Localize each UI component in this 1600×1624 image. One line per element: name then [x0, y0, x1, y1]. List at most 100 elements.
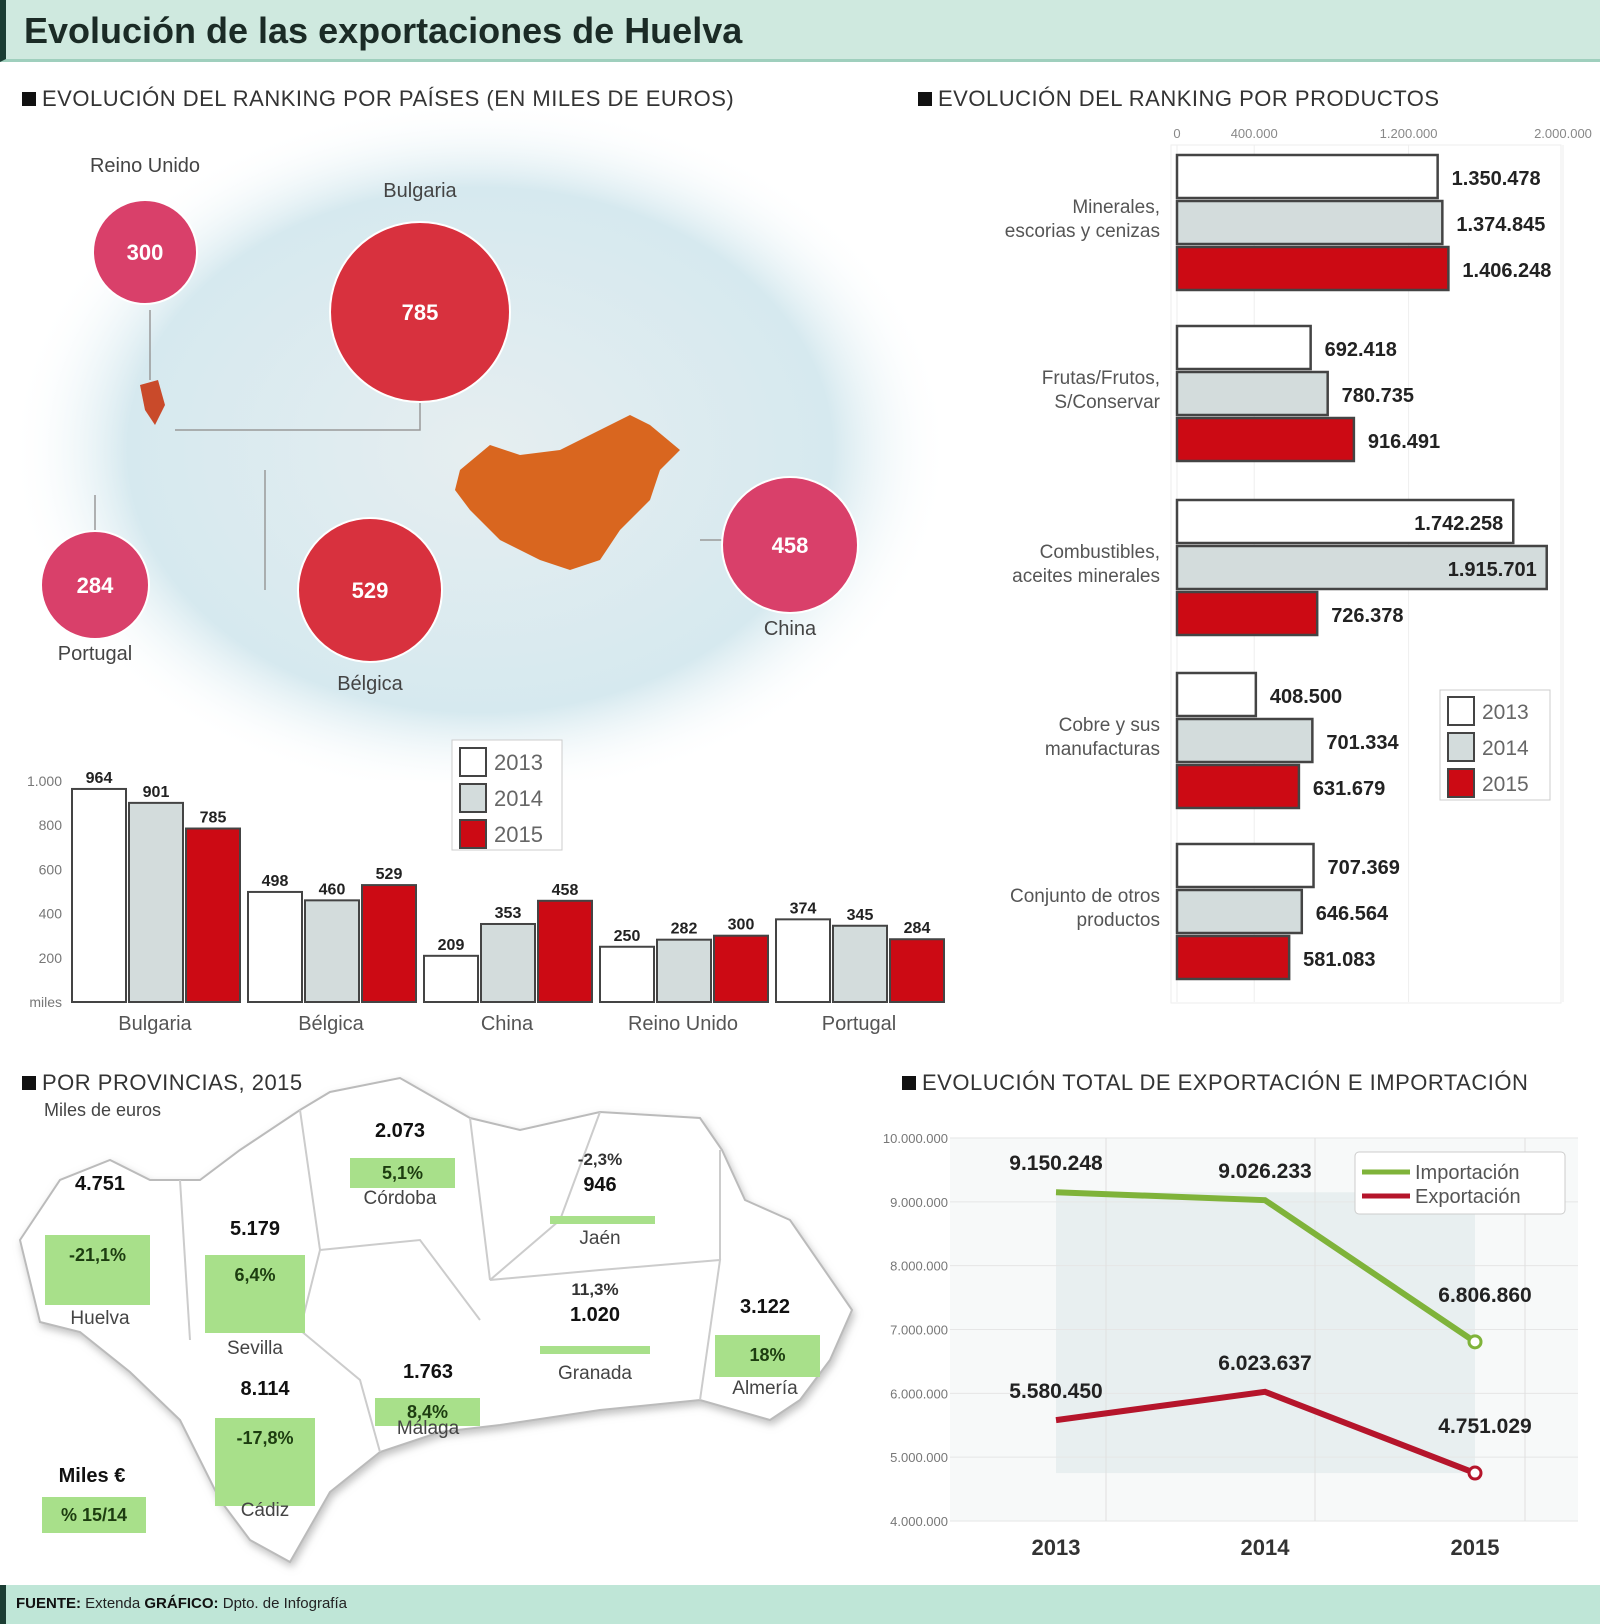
bar-Portugal-2015	[889, 938, 945, 1004]
legend-label: 2015	[1482, 773, 1529, 796]
provinces-unit: Miles de euros	[44, 1100, 162, 1120]
x-tick-label: 2013	[1032, 1535, 1081, 1560]
bubble-value: 458	[772, 533, 809, 558]
x-tick-label: 2015	[1451, 1535, 1500, 1560]
bubble-value: 529	[352, 578, 389, 603]
bar-2013	[1175, 671, 1258, 718]
bubble-country-label: China	[764, 618, 817, 640]
bar-value-label: 1.350.478	[1452, 168, 1541, 190]
bar-2013	[1175, 498, 1515, 545]
data-label: 6.806.860	[1438, 1284, 1531, 1307]
province-name: Sevilla	[227, 1338, 283, 1359]
bar-value-label: 284	[904, 920, 931, 937]
legend-label: Importación	[1415, 1162, 1520, 1184]
data-label: 9.026.233	[1218, 1160, 1311, 1183]
bar-Reino Unido-2015	[713, 934, 769, 1004]
bar-value-label: 458	[552, 882, 579, 899]
province-change: 11,3%	[571, 1280, 619, 1299]
category-label: Frutas/Frutos,	[1042, 368, 1160, 389]
y-tick-label: 5.000.000	[890, 1450, 948, 1465]
y-tick-label: 600	[39, 861, 63, 877]
bubble-bélgica	[297, 517, 443, 663]
legend-label: 2014	[494, 786, 543, 811]
y-tick-label: 4.000.000	[890, 1514, 948, 1529]
province-value: 4.751	[74, 1173, 126, 1195]
bar-value-label: 460	[319, 881, 346, 898]
province-value: 8.114	[240, 1378, 290, 1400]
bar-2015	[1175, 763, 1301, 810]
total-section-title: EVOLUCIÓN TOTAL DE EXPORTACIÓN E IMPORTA…	[902, 1070, 1528, 1096]
bubble-value: 785	[402, 300, 439, 325]
bubble-country-label: Reino Unido	[90, 155, 200, 177]
province-name: Cádiz	[240, 1500, 290, 1521]
category-label: Bulgaria	[118, 1013, 192, 1035]
bar-Bulgaria-2014	[128, 801, 184, 1004]
bar-value-label: 300	[728, 917, 755, 934]
province-box-Huelva: -21,1%	[45, 1235, 150, 1305]
bar-2015	[1175, 416, 1356, 463]
bar-Bulgaria-2013	[71, 787, 127, 1003]
data-label: 5.580.450	[1009, 1380, 1102, 1403]
bar-Portugal-2013	[775, 918, 831, 1004]
bar-value-label: 345	[847, 907, 874, 924]
line-Exportación	[1055, 1388, 1477, 1476]
bar-value-label: 646.564	[1316, 903, 1389, 925]
category-label: Cobre y sus	[1059, 715, 1160, 736]
footer: FUENTE: Extenda GRÁFICO: Dpto. de Infogr…	[0, 1585, 1600, 1624]
y-tick-label: 8.000.000	[890, 1259, 948, 1274]
province-box-Málaga: 8,4%	[375, 1398, 480, 1426]
bar-2015	[1175, 934, 1291, 981]
end-point-marker	[1467, 1465, 1483, 1481]
category-label: Combustibles,	[1040, 542, 1160, 563]
bubble-value: 300	[127, 240, 164, 265]
province-box-Córdoba: 5,1%	[350, 1158, 455, 1188]
province-box-Cádiz: -17,8%	[215, 1418, 315, 1506]
province-name: Huelva	[70, 1308, 130, 1329]
legend-change-label: % 15/14	[42, 1497, 146, 1533]
bar-value-label: 631.679	[1313, 778, 1385, 800]
category-label: Reino Unido	[628, 1013, 738, 1035]
bar-value-label: 209	[438, 937, 465, 954]
bar-2014	[1175, 199, 1444, 246]
category-label: Portugal	[822, 1013, 897, 1035]
bar-value-label: 726.378	[1331, 605, 1403, 627]
bar-value-label: 692.418	[1325, 339, 1397, 361]
province-change: -2,3%	[577, 1150, 623, 1169]
end-point-marker	[1467, 1334, 1483, 1350]
province-value: 1.020	[569, 1304, 621, 1326]
bar-value-label: 1.742.258	[1414, 513, 1503, 535]
legend-swatch-2013	[1447, 696, 1475, 726]
bar-China-2015	[537, 899, 593, 1003]
legend-label: 2014	[1482, 737, 1529, 760]
bar-2014	[1175, 544, 1548, 591]
bar-Bélgica-2014	[304, 899, 360, 1004]
province-box-Sevilla: 6,4%	[205, 1255, 305, 1333]
map-background	[10, 100, 950, 800]
x-tick-label: 0	[1173, 126, 1180, 141]
bubble-portugal	[40, 530, 150, 640]
bar-China-2013	[423, 954, 479, 1003]
category-label: Conjunto de otros	[1010, 886, 1160, 907]
source: Extenda	[85, 1595, 141, 1612]
bar-Portugal-2014	[832, 924, 888, 1004]
category-label: aceites minerales	[1012, 566, 1160, 587]
bar-value-label: 408.500	[1270, 686, 1342, 708]
bubble-value: 284	[77, 573, 114, 598]
bar-value-label: 1.374.845	[1456, 214, 1545, 236]
bar-value-label: 780.735	[1342, 385, 1414, 407]
category-label: Minerales,	[1072, 197, 1160, 218]
bubble-reino-unido	[92, 199, 198, 305]
legend-label: 2015	[494, 822, 543, 847]
y-tick-label: 10.000.000	[883, 1131, 948, 1146]
bar-value-label: 916.491	[1368, 431, 1440, 453]
legend-swatch-2013	[459, 747, 487, 777]
province-value: 2.073	[374, 1120, 426, 1142]
shaded-area	[1056, 1192, 1475, 1474]
bar-value-label: 498	[262, 873, 289, 890]
bar-Bélgica-2015	[361, 884, 417, 1003]
bar-2014	[1175, 888, 1304, 935]
